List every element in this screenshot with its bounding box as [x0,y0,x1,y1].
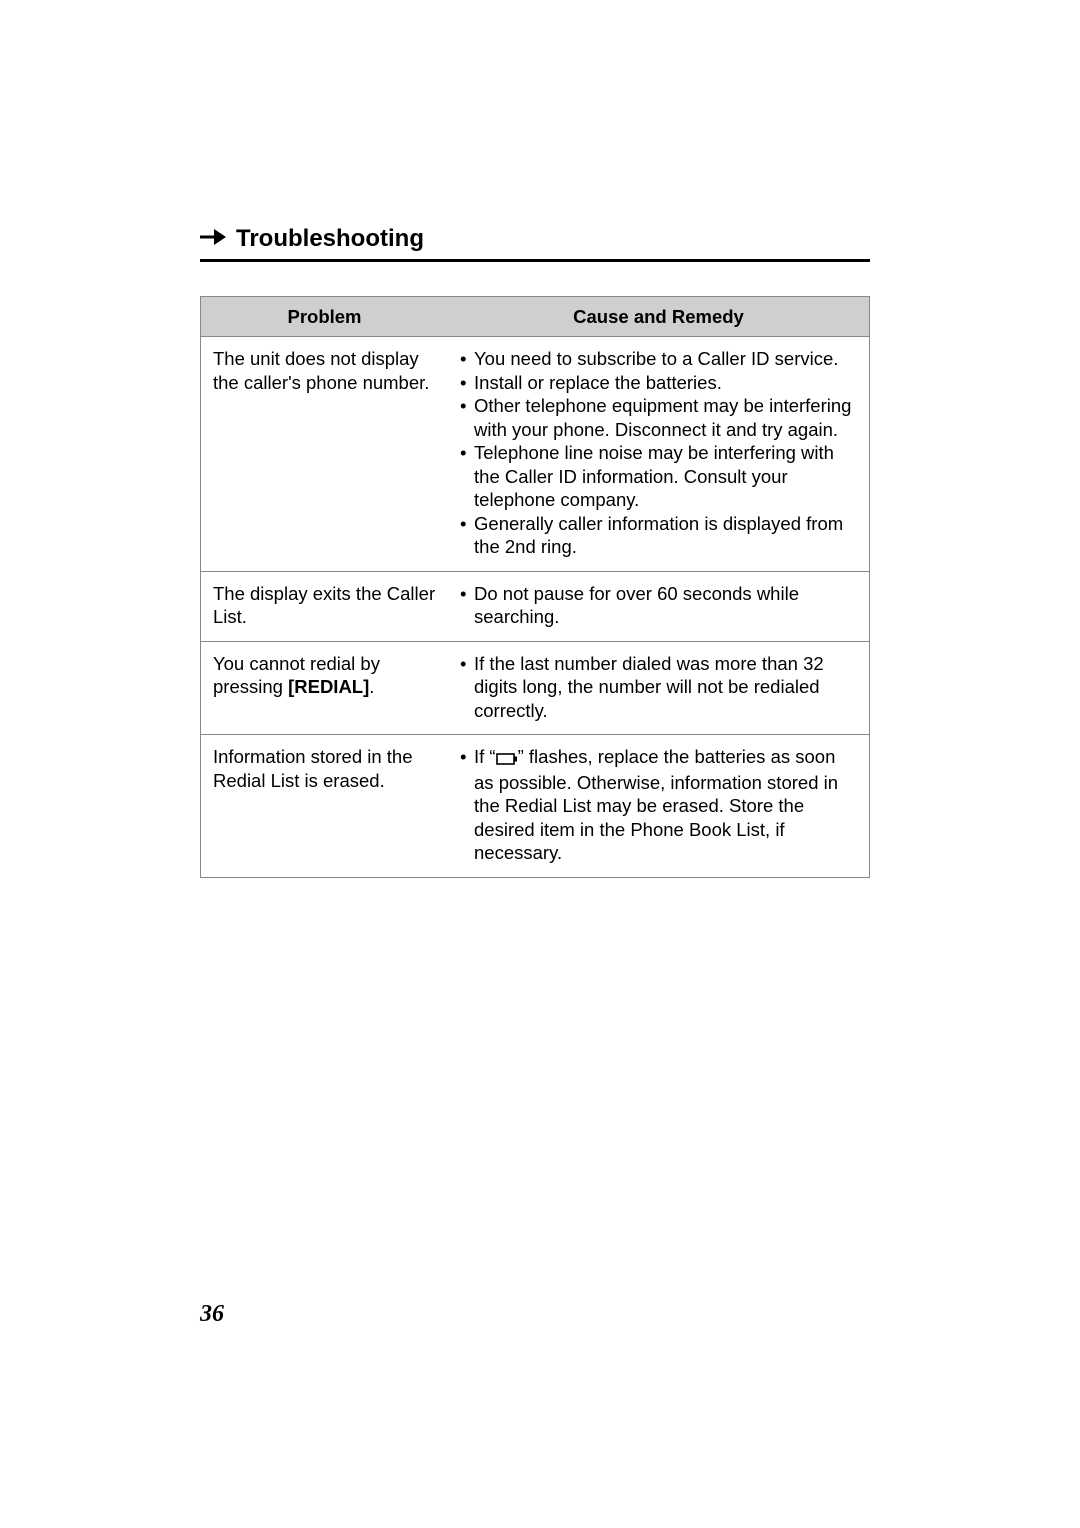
remedy-cell: If the last number dialed was more than … [448,641,869,734]
table-row: The display exits the Caller List. Do no… [201,571,870,641]
remedy-item: Do not pause for over 60 seconds while s… [460,582,857,629]
remedy-cell: Do not pause for over 60 seconds while s… [448,571,869,641]
remedy-list: Do not pause for over 60 seconds while s… [460,582,857,629]
problem-cell: The unit does not display the caller's p… [201,337,449,571]
table-row: The unit does not display the caller's p… [201,337,870,571]
remedy-list: If “” flashes, replace the batteries as … [460,745,857,864]
table-row: You cannot redial by pressing [REDIAL]. … [201,641,870,734]
column-header-problem: Problem [201,297,449,337]
remedy-item: Telephone line noise may be interfering … [460,441,857,511]
troubleshooting-table: Problem Cause and Remedy The unit does n… [200,296,870,878]
redial-key-label: [REDIAL] [288,676,369,697]
table-header-row: Problem Cause and Remedy [201,297,870,337]
remedy-cell: If “” flashes, replace the batteries as … [448,735,869,877]
table-row: Information stored in the Redial List is… [201,735,870,877]
problem-cell: You cannot redial by pressing [REDIAL]. [201,641,449,734]
remedy-list: You need to subscribe to a Caller ID ser… [460,347,857,558]
remedy-item: Install or replace the batteries. [460,371,857,394]
problem-cell: The display exits the Caller List. [201,571,449,641]
remedy-item: If “” flashes, replace the batteries as … [460,745,857,864]
page-number: 36 [200,1301,224,1328]
remedy-item: Generally caller information is displaye… [460,512,857,559]
battery-low-icon [496,747,518,770]
problem-text-post: . [369,676,374,697]
remedy-item: Other telephone equipment may be interfe… [460,394,857,441]
remedy-cell: You need to subscribe to a Caller ID ser… [448,337,869,571]
remedy-text-post: ” flashes, replace the batteries as soon… [474,746,838,863]
remedy-item: You need to subscribe to a Caller ID ser… [460,347,857,370]
problem-cell: Information stored in the Redial List is… [201,735,449,877]
remedy-text-pre: If “ [474,746,496,767]
document-page: Troubleshooting Problem Cause and Remedy… [0,0,1080,878]
section-title: Troubleshooting [236,225,424,253]
column-header-remedy: Cause and Remedy [448,297,869,337]
section-header: Troubleshooting [200,225,870,262]
remedy-item: If the last number dialed was more than … [460,652,857,722]
remedy-list: If the last number dialed was more than … [460,652,857,722]
arrow-right-icon [200,228,226,251]
